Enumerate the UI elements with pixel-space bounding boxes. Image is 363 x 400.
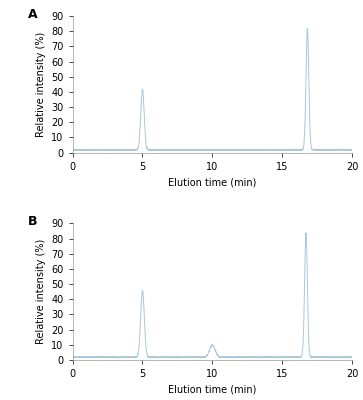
Y-axis label: Relative intensity (%): Relative intensity (%) bbox=[36, 239, 46, 344]
Text: B: B bbox=[28, 215, 37, 228]
X-axis label: Elution time (min): Elution time (min) bbox=[168, 384, 257, 394]
Y-axis label: Relative intensity (%): Relative intensity (%) bbox=[36, 32, 46, 137]
Text: A: A bbox=[28, 8, 37, 21]
X-axis label: Elution time (min): Elution time (min) bbox=[168, 177, 257, 187]
